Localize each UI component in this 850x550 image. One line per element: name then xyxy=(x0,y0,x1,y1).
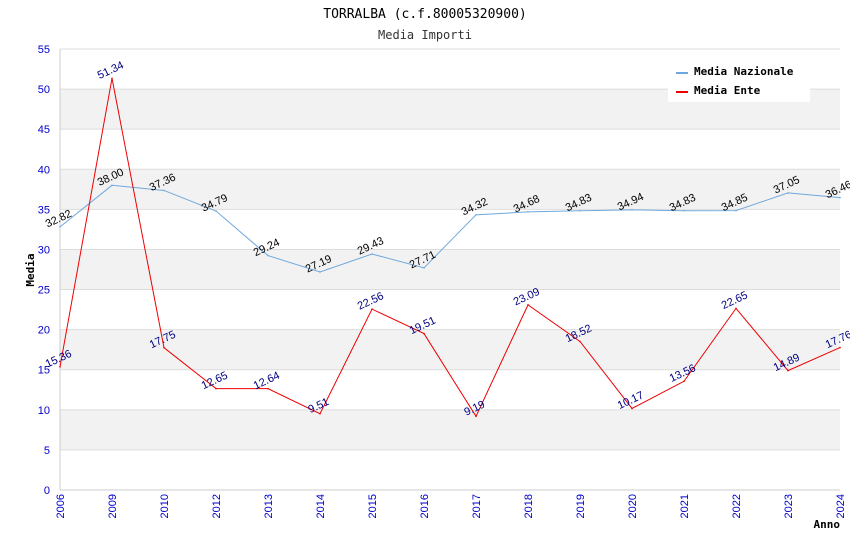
legend: Media Nazionale Media Ente xyxy=(668,58,810,102)
x-tick-label: 2014 xyxy=(315,494,327,518)
x-axis-label: Anno xyxy=(814,518,841,531)
grid-band xyxy=(60,249,840,290)
data-point xyxy=(475,214,477,216)
grid-band xyxy=(60,449,840,490)
x-tick-label: 2023 xyxy=(783,494,795,518)
legend-label-media-ente: Media Ente xyxy=(694,84,761,97)
y-tick-label: 35 xyxy=(38,204,50,216)
series-lines xyxy=(59,77,841,418)
x-tick-label: 2020 xyxy=(627,494,639,518)
data-point xyxy=(59,366,61,368)
y-tick-label: 10 xyxy=(38,405,50,417)
y-tick-label: 20 xyxy=(38,325,50,337)
y-tick-label: 40 xyxy=(38,164,50,176)
data-point xyxy=(839,196,841,199)
data-point xyxy=(59,226,61,228)
x-tick-label: 2016 xyxy=(419,494,431,518)
grid-bands xyxy=(60,49,840,490)
y-tick-label: 15 xyxy=(38,365,50,377)
grid-band xyxy=(60,129,840,170)
data-point xyxy=(215,387,217,390)
data-point xyxy=(735,209,737,212)
x-tick-label: 2021 xyxy=(679,494,691,518)
x-tick-label: 2010 xyxy=(159,494,171,518)
data-point xyxy=(215,210,217,212)
grid-band xyxy=(60,329,840,370)
series-line-media-ente xyxy=(59,78,841,418)
grid-band xyxy=(60,209,840,250)
data-point xyxy=(111,77,113,80)
data-point xyxy=(683,380,685,383)
x-tick-label: 2024 xyxy=(835,494,847,518)
data-point xyxy=(631,209,633,211)
y-tick-label: 30 xyxy=(38,244,50,256)
x-tick-label: 2009 xyxy=(107,494,119,518)
x-tick-label: 2013 xyxy=(263,494,275,518)
data-point xyxy=(735,307,737,310)
chart-title: TORRALBA (c.f.80005320900) xyxy=(323,7,527,22)
x-tick-label: 2012 xyxy=(211,494,223,518)
data-point xyxy=(527,211,529,213)
x-tick-label: 2018 xyxy=(523,494,535,518)
data-point xyxy=(423,332,425,335)
data-point xyxy=(163,189,165,192)
legend-box xyxy=(668,58,810,102)
data-point xyxy=(267,387,269,390)
grid-lines xyxy=(59,48,840,491)
data-point xyxy=(683,209,685,212)
data-point xyxy=(319,412,321,415)
y-tick-label: 5 xyxy=(44,445,50,457)
x-tick-label: 2006 xyxy=(55,494,67,518)
data-point xyxy=(111,184,113,187)
y-tick-label: 50 xyxy=(38,84,50,96)
x-tick-label: 2019 xyxy=(575,494,587,518)
y-tick-label: 55 xyxy=(38,44,50,56)
data-point xyxy=(631,407,633,410)
data-point xyxy=(267,254,269,257)
data-point xyxy=(787,369,789,372)
data-point xyxy=(787,192,789,194)
series-line-media-nazionale xyxy=(59,184,841,273)
y-tick-label: 45 xyxy=(38,124,50,136)
data-point xyxy=(839,346,841,349)
data-point xyxy=(579,340,581,343)
data-point xyxy=(527,304,529,306)
data-point xyxy=(423,267,425,269)
grid-band xyxy=(60,169,840,210)
x-tick-label: 2015 xyxy=(367,494,379,518)
x-tick-label: 2017 xyxy=(471,494,483,518)
y-tick-label: 25 xyxy=(38,285,50,297)
y-tick-label: 0 xyxy=(44,485,50,497)
data-point xyxy=(319,271,321,273)
grid-band xyxy=(60,289,840,330)
grid-band xyxy=(60,369,840,410)
grid-band xyxy=(60,409,840,450)
data-point xyxy=(163,346,165,349)
data-point xyxy=(579,209,581,212)
data-point xyxy=(371,253,373,255)
y-tick-labels: 0 5 10 15 20 25 30 35 40 45 50 55 xyxy=(38,44,50,497)
chart-subtitle: Media Importi xyxy=(378,28,472,42)
data-point xyxy=(371,308,373,310)
data-point xyxy=(475,415,477,418)
y-axis-label: Media xyxy=(24,253,37,286)
legend-label-media-nazionale: Media Nazionale xyxy=(694,65,794,78)
x-tick-label: 2022 xyxy=(731,494,743,518)
x-tick-labels: 2006 2009 2010 2012 2013 2014 2015 2016 2017 2018… xyxy=(55,494,847,518)
